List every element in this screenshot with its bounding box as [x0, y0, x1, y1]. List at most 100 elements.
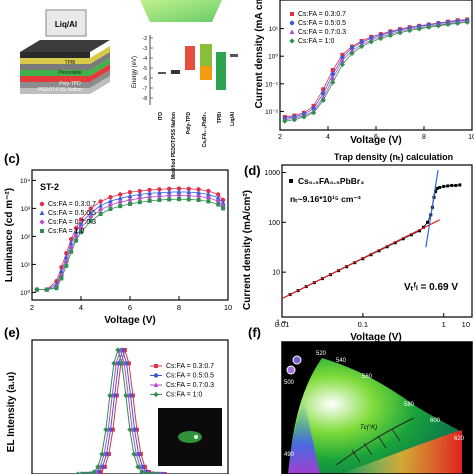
panel-c-point: [58, 273, 64, 279]
panel-c-point: [215, 195, 221, 200]
panel-c-point: [64, 263, 69, 268]
bar-polytpd: [185, 46, 195, 70]
panel-d-point: [454, 183, 458, 187]
panel-b-point: [349, 50, 355, 57]
panel-a: Liq/Al TPBi Perovskite Poly-TPD PEDOT:PS…: [20, 0, 238, 179]
energy-bar-label: Modified PEDOT:PSS Nafion: [171, 112, 177, 179]
cie-locus: [288, 358, 462, 474]
panel-c-point: [69, 249, 74, 254]
panel-c-legend-marker: [39, 210, 45, 215]
panel-c-point: [176, 189, 182, 194]
panel-b-xtick: 10: [468, 134, 474, 141]
panel-e-legend-marker: [153, 382, 159, 387]
panel-label-e: (e): [4, 325, 20, 340]
panel-e-point: [79, 471, 85, 474]
panel-d: (d) Trap density (nₜ) calculation Curren…: [242, 152, 473, 343]
panel-c-point: [73, 225, 79, 231]
panel-c-point: [157, 198, 162, 202]
panel-c-legend-label: Cs:FA = 0.3:0.7: [48, 201, 96, 208]
panel-b-point: [340, 57, 345, 63]
layer-label-perovskite: Perovskite: [58, 70, 82, 76]
panel-c-point: [108, 198, 113, 204]
panel-b-legend-label: Cs:FA = 0.3:0.7: [298, 11, 346, 18]
panel-e-legend-label: Cs:FA = 1:0: [166, 392, 202, 399]
energy-tick-label: -2: [143, 36, 148, 42]
panel-c-point: [44, 287, 49, 292]
panel-c-point: [118, 204, 123, 209]
panel-c-point: [59, 276, 64, 281]
panel-c-point: [127, 193, 133, 199]
panel-d-point: [409, 233, 413, 237]
panel-b-point: [282, 118, 288, 124]
panel-e-point: [146, 469, 151, 474]
panel-e-point: [95, 464, 101, 470]
panel-b-point: [435, 23, 441, 29]
panel-d-ylabel: Current density (mA/cm²): [242, 190, 253, 310]
panel-c-point: [176, 186, 182, 191]
layer-label-polytpd: Poly-TPD: [59, 81, 81, 87]
panel-c-xtick: 10: [224, 303, 232, 312]
panel-e-point: [115, 347, 121, 353]
panel-b-point: [426, 24, 432, 30]
panel-c-point: [147, 198, 152, 203]
panel-b-point: [368, 39, 374, 45]
panel-c-point: [137, 195, 143, 201]
panel-c-xtick: 4: [79, 303, 83, 312]
panel-c-point: [157, 190, 162, 195]
panel-b-point: [349, 45, 355, 51]
panel-e-point: [111, 360, 117, 366]
panel-b-point: [320, 97, 326, 103]
energy-bar-label: TPBi: [217, 111, 223, 123]
panel-c-point: [177, 197, 181, 202]
layer-label-tpbi: TPBi: [65, 60, 76, 66]
panel-d-vtfl-annotation: Vₜᶠₗ = 0.69 V: [404, 282, 458, 293]
panel-b-legend-label: Cs:FA = 0.7:0.3: [298, 29, 346, 36]
bar-tpbi: [216, 52, 226, 90]
panel-b-ytick: 10¹: [269, 26, 279, 33]
panel-b-xtick: 6: [374, 134, 378, 141]
panel-b-point: [321, 87, 326, 92]
panel-e-point: [99, 451, 105, 457]
panel-c-xtick: 8: [177, 303, 181, 312]
panel-c-point: [196, 190, 201, 195]
bar-ito: [158, 72, 166, 74]
panel-c-point: [107, 202, 113, 208]
energy-bar-labels: ITO Modified PEDOT:PSS Nafion Poly-TPD CsₓF…: [158, 111, 236, 179]
wl-560: 560: [362, 374, 373, 380]
panel-c-point: [63, 259, 69, 265]
panel-c-ytick: 10²: [21, 234, 31, 241]
panel-d-legend-marker: [289, 179, 293, 183]
panel-b-xtick: 4: [326, 134, 330, 141]
panel-e-legend-label: Cs:FA = 0.3:0.7: [166, 363, 214, 370]
panel-d-point: [438, 185, 442, 189]
panel-c-point: [98, 207, 104, 213]
panel-c-point: [127, 197, 133, 203]
panel-c-point: [118, 192, 123, 197]
panel-e-point: [126, 361, 131, 366]
panel-e-legend-label: Cs:FA = 0.5:0.5: [166, 373, 214, 380]
panel-b-ytick: 10⁻¹: [265, 81, 279, 88]
panel-d-point: [417, 229, 421, 233]
layer-label-pedot: PEDOT:PSS Nafion: [38, 87, 82, 93]
panel-e-point: [130, 393, 135, 398]
panel-d-xtick: 0.1: [358, 320, 368, 329]
panel-b-legend-marker: [289, 20, 295, 26]
device-stack: Liq/Al TPBi Perovskite Poly-TPD PEDOT:PS…: [20, 9, 110, 101]
panel-d-legend-label: Cs₀.₅FA₀.₅PbBr₃: [298, 176, 364, 186]
cie-tc-label: Tᴄ(°K): [360, 425, 377, 431]
panel-e-point: [139, 469, 145, 474]
panel-c-legend-marker: [40, 229, 44, 233]
panel-c-point: [34, 287, 39, 292]
panel-c-ytick: 10⁴: [20, 178, 30, 185]
wl-520: 520: [316, 351, 327, 357]
panel-c-point: [206, 199, 211, 204]
panel-c-point: [137, 191, 143, 197]
panel-c-point: [128, 201, 132, 206]
panel-d-ytick: 1000: [264, 170, 280, 177]
panel-e-point: [143, 470, 149, 474]
wl-540: 540: [336, 358, 347, 364]
panel-c-point: [78, 217, 84, 222]
energy-bar-label: Liq/Al: [230, 111, 236, 125]
panel-c-legend-marker: [39, 219, 45, 225]
energy-tick-label: -7: [143, 86, 148, 92]
